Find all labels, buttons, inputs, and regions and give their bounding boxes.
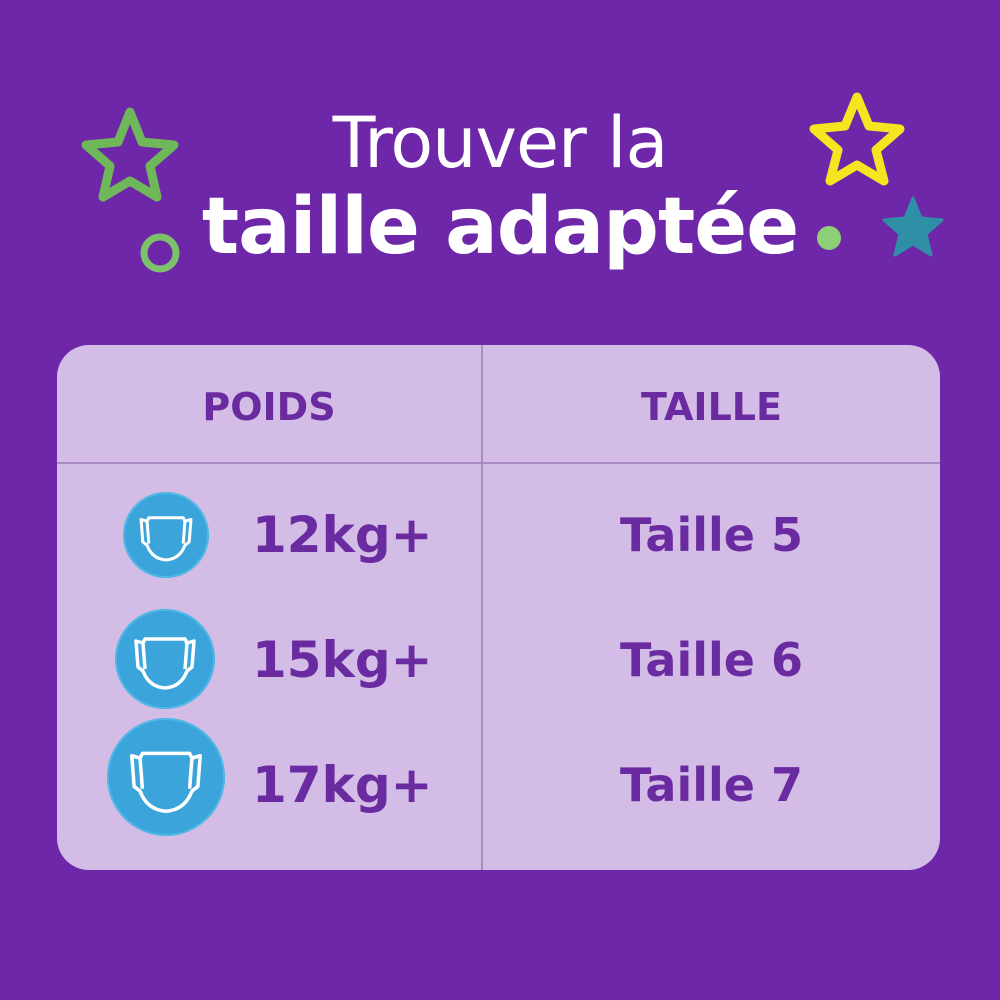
size-table: POIDS TAILLE 12kg+ Taille 5 15kg+ Taille… xyxy=(57,345,940,870)
header-divider xyxy=(57,462,940,464)
diaper-icon xyxy=(107,718,225,836)
header-weight: POIDS xyxy=(202,385,336,429)
header-size: TAILLE xyxy=(641,385,782,429)
size-value: Taille 7 xyxy=(619,758,803,812)
star-outline-green-icon xyxy=(81,107,179,202)
weight-value: 12kg+ xyxy=(252,506,433,564)
dot-green-icon xyxy=(817,226,841,250)
ring-green-icon xyxy=(140,233,180,273)
size-value: Taille 6 xyxy=(619,633,803,687)
table-row: 12kg+ Taille 5 xyxy=(57,480,940,590)
diaper-icon xyxy=(115,609,215,709)
weight-value: 15kg+ xyxy=(252,631,433,689)
weight-value: 17kg+ xyxy=(252,756,433,814)
title-line-2: taille adaptée xyxy=(201,182,799,272)
size-value: Taille 5 xyxy=(619,508,803,562)
column-divider xyxy=(481,345,483,870)
table-row: 17kg+ Taille 7 xyxy=(57,718,940,840)
star-outline-yellow-icon xyxy=(809,92,905,186)
star-teal-icon xyxy=(882,196,944,257)
table-row: 15kg+ Taille 6 xyxy=(57,605,940,715)
diaper-icon xyxy=(123,492,209,578)
title-line-1: Trouver la xyxy=(332,102,669,184)
decorations xyxy=(81,92,944,273)
